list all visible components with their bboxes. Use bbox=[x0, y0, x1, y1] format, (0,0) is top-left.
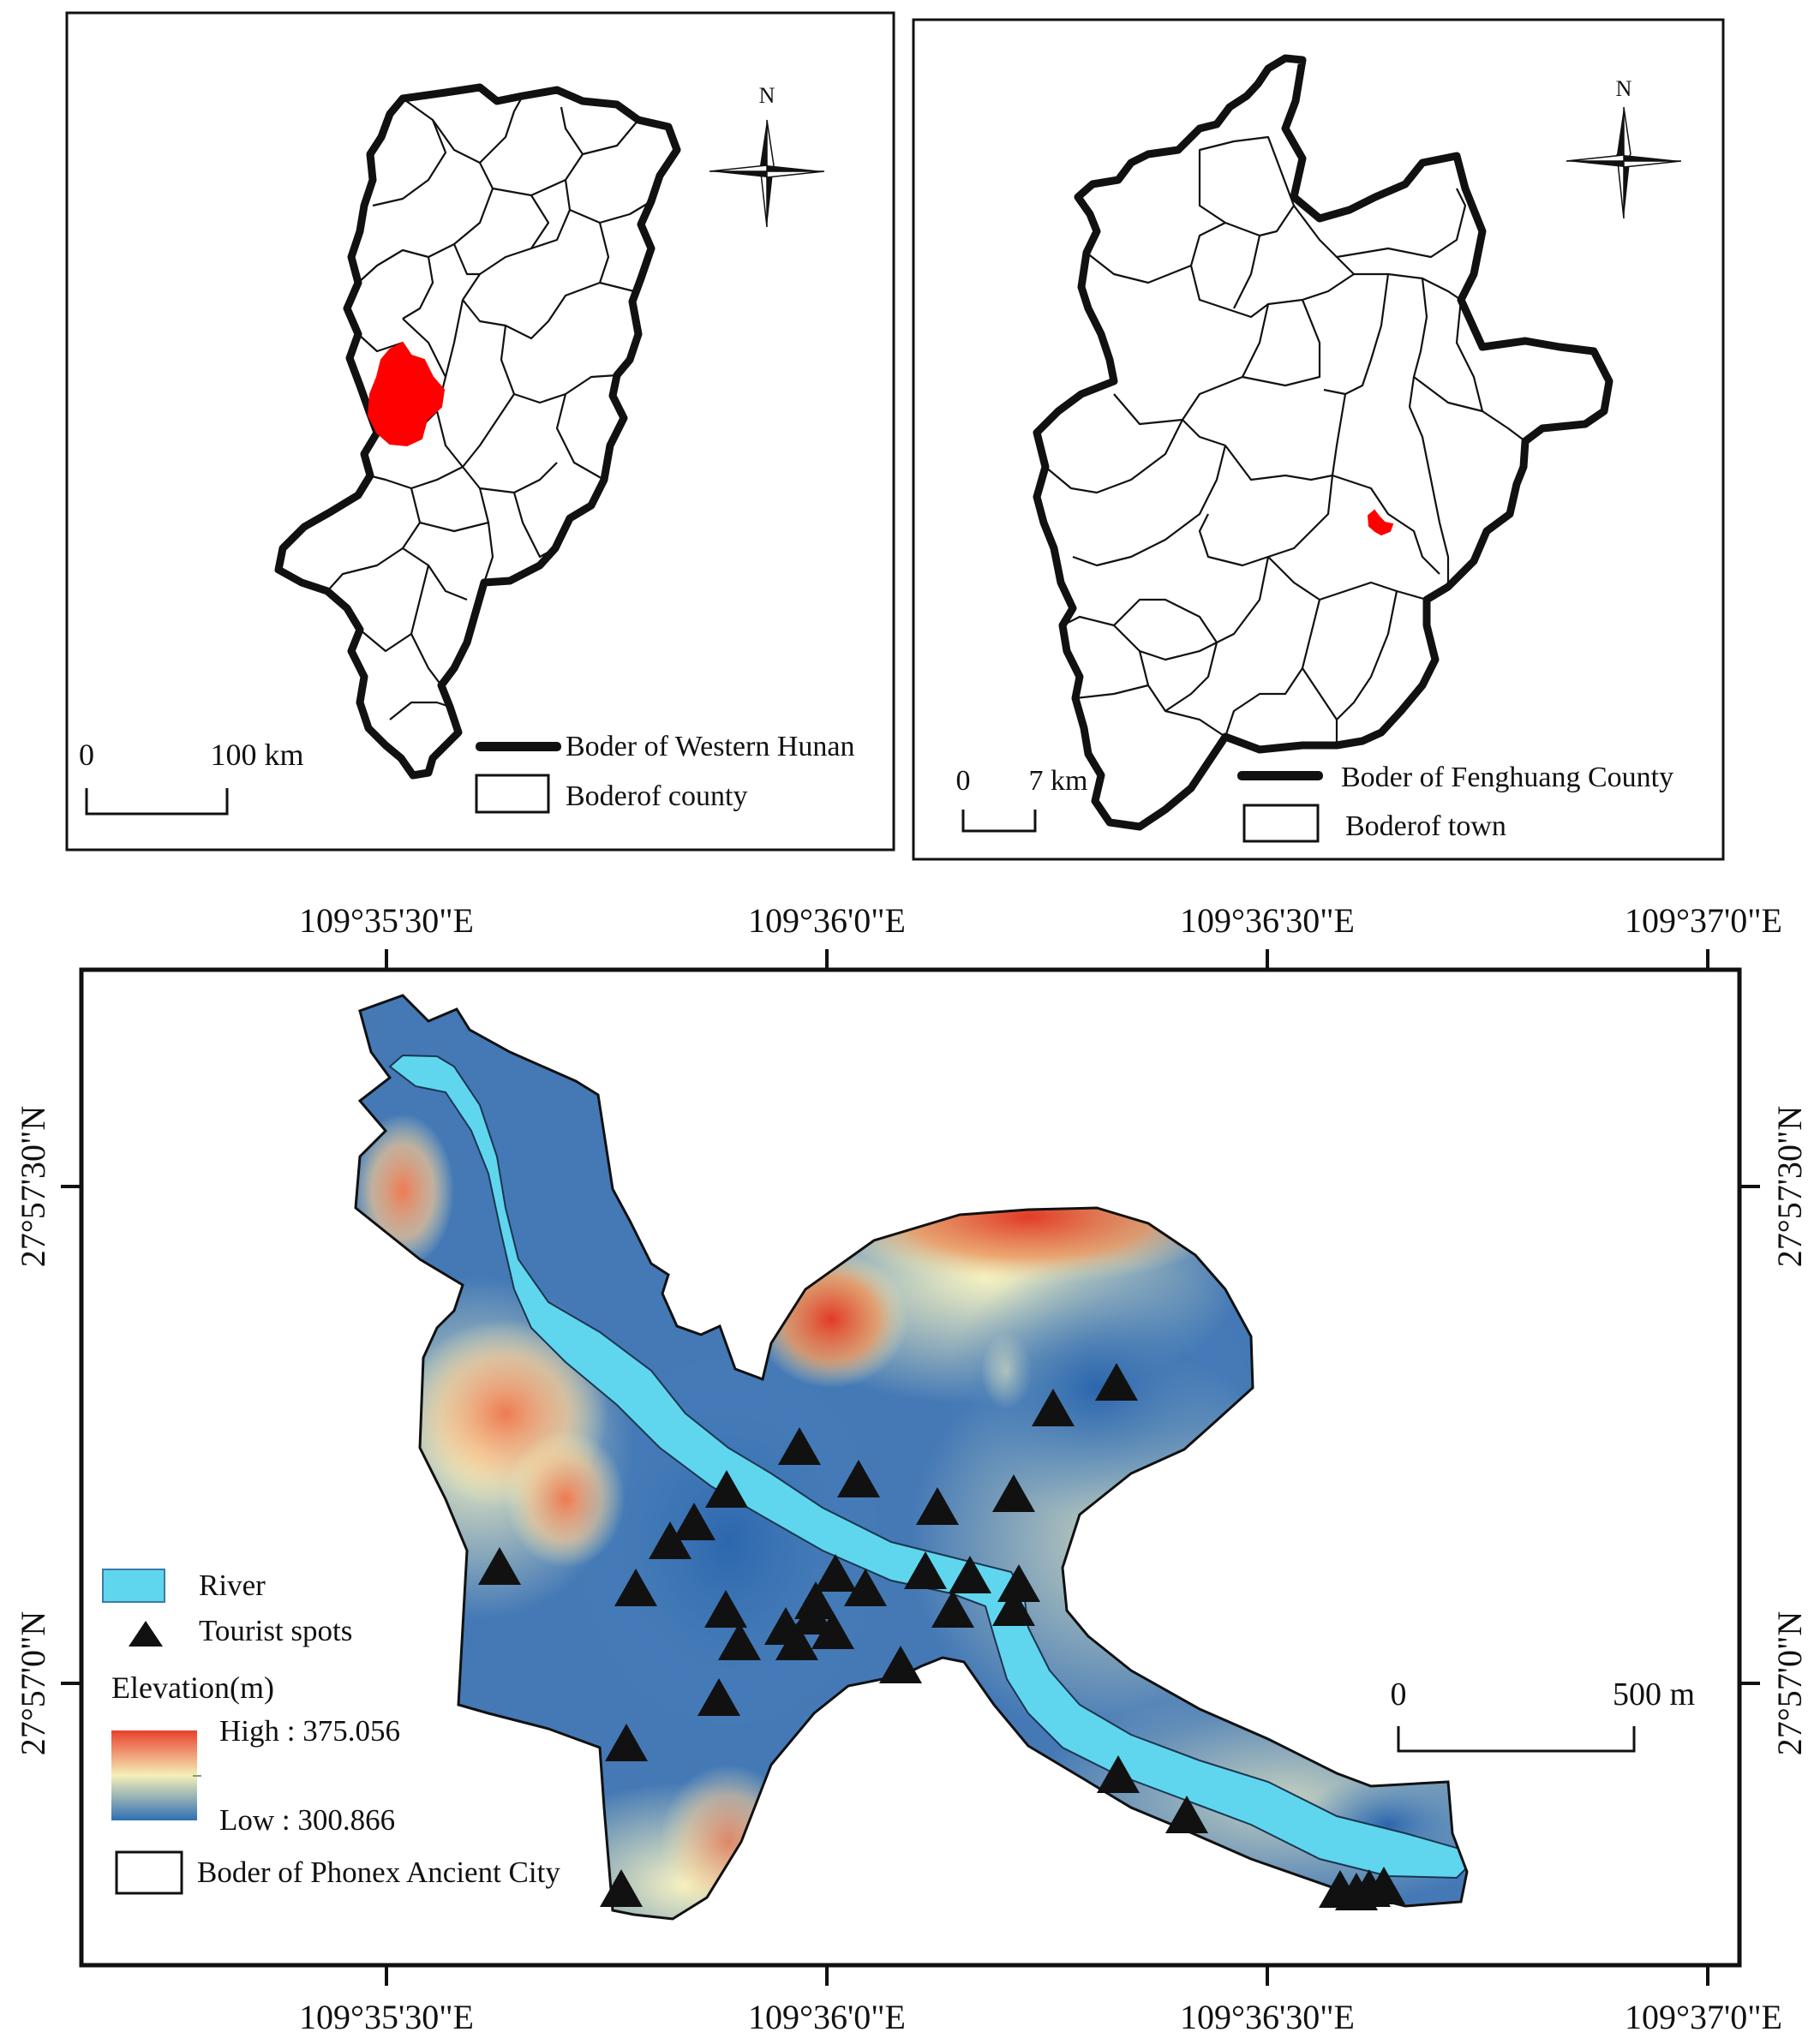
scale-bar: 0 100 km bbox=[79, 738, 304, 816]
legend-border-label: Boder of Fenghuang County bbox=[1341, 762, 1673, 793]
lon-tick-label: 109°36'30"E bbox=[1180, 1998, 1355, 2036]
scale-start-label: 0 bbox=[1391, 1676, 1407, 1712]
tourist-spot-marker bbox=[931, 1590, 974, 1628]
legend-swatch-county bbox=[475, 774, 550, 814]
tourist-spot-marker bbox=[949, 1556, 991, 1593]
tourist-spot-marker bbox=[705, 1470, 748, 1508]
lon-tick-label: 109°36'30"E bbox=[1180, 901, 1355, 940]
legend-county-label: Boderof county bbox=[566, 780, 747, 812]
tourist-spot-marker bbox=[992, 1474, 1035, 1512]
tourist-spot-marker bbox=[904, 1551, 947, 1589]
phoenix-city-highlight bbox=[1367, 509, 1394, 536]
legend-low-label: Low : 300.866 bbox=[219, 1803, 395, 1837]
legend-town-label: Boderof town bbox=[1345, 810, 1506, 842]
scale-start-label: 0 bbox=[956, 765, 971, 797]
scale-start-label: 0 bbox=[79, 738, 94, 772]
tourist-spot-marker bbox=[778, 1427, 821, 1465]
tourist-spot-marker bbox=[718, 1623, 761, 1660]
lon-tick-label: 109°35'30"E bbox=[299, 901, 474, 940]
lon-tick-label: 109°35'30"E bbox=[299, 1998, 474, 2036]
legend-tourist-icon bbox=[129, 1621, 163, 1647]
lat-tick-label: 27°57'0"N bbox=[14, 1611, 52, 1755]
legend-river-label: River bbox=[199, 1569, 266, 1602]
lon-tick-label: 109°36'0"E bbox=[748, 901, 906, 940]
tourist-spot-marker bbox=[605, 1724, 648, 1761]
longitude-labels-bottom: 109°35'30"E 109°36'0"E 109°36'30"E 109°3… bbox=[299, 1998, 1782, 2036]
latitude-labels-right: 27°57'30"N 27°57'0"N bbox=[1770, 1106, 1809, 1755]
lon-tick-label: 109°37'0"E bbox=[1625, 901, 1782, 940]
tourist-spot-marker bbox=[697, 1678, 740, 1716]
legend: Boder of Western Hunan Boderof county bbox=[475, 731, 855, 814]
tourist-spot-marker bbox=[1165, 1796, 1208, 1833]
legend-swatch-town bbox=[1242, 804, 1320, 843]
north-arrow-icon: N bbox=[1566, 76, 1682, 219]
tourist-spot-marker bbox=[704, 1590, 747, 1628]
scale-end-label: 100 km bbox=[210, 738, 303, 772]
tourist-spot-marker bbox=[814, 1554, 857, 1592]
legend-elevation-title: Elevation(m) bbox=[111, 1670, 274, 1705]
scale-bar: 0 7 km bbox=[956, 765, 1088, 833]
tourist-spot-marker bbox=[837, 1460, 880, 1497]
fenghuang-county-highlight bbox=[367, 341, 446, 447]
elevation-ramp bbox=[111, 1730, 197, 1820]
tourist-spot-marker bbox=[478, 1547, 521, 1585]
tourist-spot-marker bbox=[879, 1646, 922, 1683]
tourist-spot-marker bbox=[811, 1611, 854, 1649]
tourist-spot-marker bbox=[916, 1487, 959, 1525]
tourist-spot-marker bbox=[997, 1564, 1040, 1602]
tourist-spot-marker bbox=[1097, 1755, 1140, 1793]
legend: River Tourist spots Elevation(m) High : … bbox=[102, 1569, 560, 1895]
lon-tick-label: 109°36'0"E bbox=[748, 1998, 906, 2036]
tourist-spot-marker bbox=[992, 1588, 1035, 1626]
tourist-spot-marker bbox=[1032, 1389, 1075, 1426]
legend-border-label: Boder of Western Hunan bbox=[566, 731, 855, 762]
inset-western-hunan: N 0 100 km Boder of Western Hunan Bodero… bbox=[65, 11, 895, 852]
north-arrow-icon: N bbox=[709, 83, 825, 228]
tourist-spot-marker bbox=[673, 1503, 715, 1540]
tourist-spot-marker bbox=[1362, 1867, 1405, 1904]
lat-tick-label: 27°57'0"N bbox=[1770, 1611, 1809, 1755]
scale-end-label: 500 m bbox=[1613, 1676, 1695, 1712]
legend: Boder of Fenghuang County Boderof town bbox=[1237, 762, 1673, 843]
legend-swatch-river bbox=[102, 1569, 165, 1603]
scale-bar: 0 500 m bbox=[1391, 1676, 1695, 1753]
scale-end-label: 7 km bbox=[1029, 765, 1088, 797]
legend-tourist-label: Tourist spots bbox=[199, 1614, 352, 1647]
lat-tick-label: 27°57'30"N bbox=[14, 1106, 52, 1267]
graticule-ticks bbox=[61, 949, 1760, 1986]
western-hunan-border bbox=[274, 83, 681, 780]
tourist-spot-marker bbox=[791, 1597, 834, 1635]
legend-swatch-border bbox=[476, 742, 561, 751]
tourist-spot-marker bbox=[600, 1869, 643, 1907]
legend-swatch-border bbox=[1237, 771, 1323, 780]
tourist-spot-marker bbox=[1095, 1363, 1138, 1401]
tourist-spot-marker bbox=[775, 1623, 818, 1660]
main-map: 109°35'30"E 109°36'0"E 109°36'30"E 109°3… bbox=[14, 901, 1809, 2036]
legend-high-label: High : 375.056 bbox=[219, 1714, 400, 1748]
inset-frame bbox=[65, 11, 895, 852]
tourist-spot-marker bbox=[614, 1569, 657, 1606]
longitude-labels-top: 109°35'30"E 109°36'0"E 109°36'30"E 109°3… bbox=[299, 901, 1782, 940]
inset-fenghuang: N 0 7 km Boder of Fenghuang County Boder… bbox=[912, 18, 1725, 861]
tourist-spot-marker bbox=[649, 1521, 691, 1559]
tourist-spots bbox=[478, 1363, 1405, 1910]
town-borders bbox=[1045, 135, 1526, 745]
north-label: N bbox=[759, 83, 775, 108]
tourist-spot-marker bbox=[844, 1569, 887, 1606]
legend-swatch-city-border bbox=[115, 1850, 183, 1895]
fenghuang-county-border bbox=[1033, 54, 1613, 831]
legend-border-label: Boder of Phonex Ancient City bbox=[197, 1856, 560, 1889]
north-label: N bbox=[1616, 76, 1632, 101]
lat-tick-label: 27°57'30"N bbox=[1770, 1106, 1809, 1267]
lon-tick-label: 109°37'0"E bbox=[1625, 1998, 1782, 2036]
latitude-labels-left: 27°57'30"N 27°57'0"N bbox=[14, 1106, 52, 1755]
